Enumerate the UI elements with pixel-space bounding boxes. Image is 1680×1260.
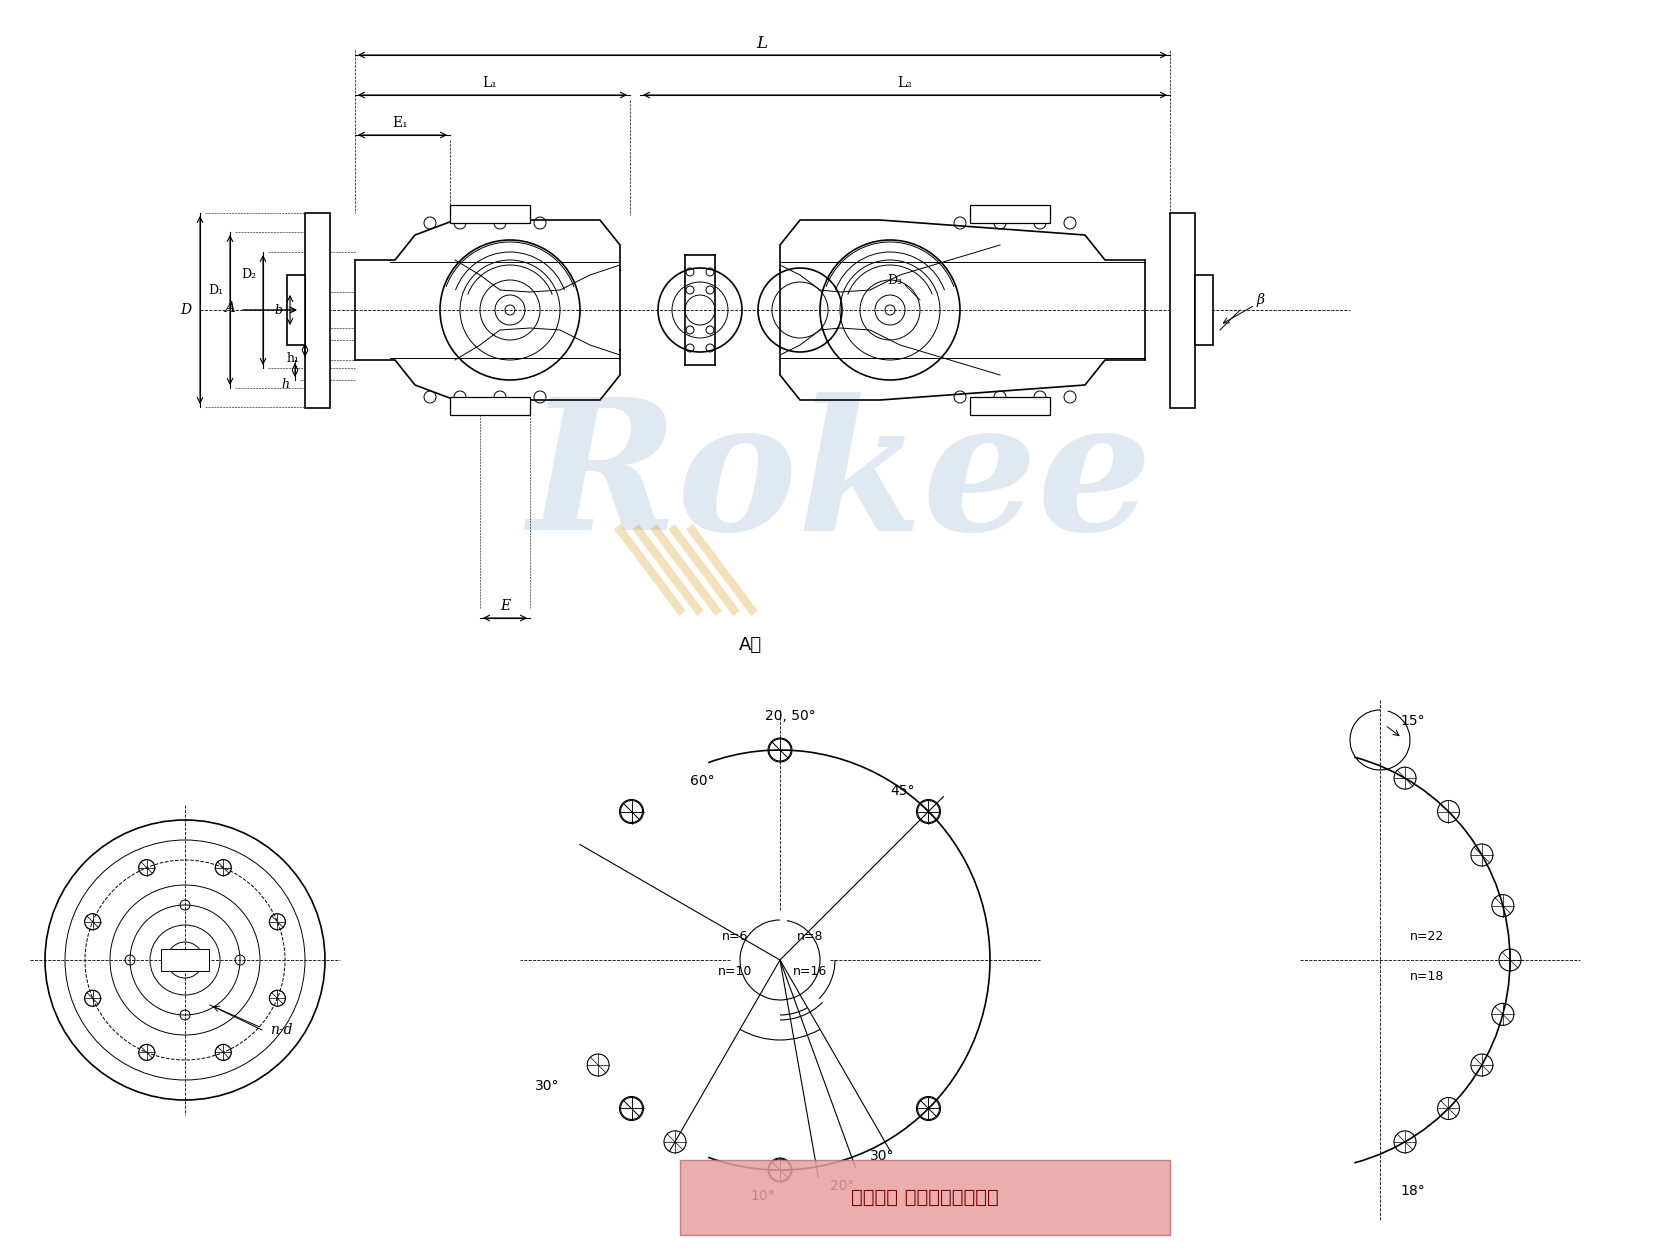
Text: D₂: D₂	[242, 268, 257, 281]
Text: 18°: 18°	[1399, 1184, 1425, 1198]
Bar	[287, 275, 306, 345]
Text: 30°: 30°	[534, 1079, 559, 1092]
Text: L: L	[756, 34, 768, 52]
Text: E: E	[501, 598, 511, 614]
Text: D₁: D₁	[208, 284, 223, 296]
Text: Rokee: Rokee	[528, 392, 1152, 568]
Text: 45°: 45°	[890, 784, 914, 798]
Bar	[969, 397, 1050, 415]
Bar	[1194, 275, 1213, 345]
Text: n-d: n-d	[270, 1023, 292, 1037]
Text: n=18: n=18	[1410, 970, 1445, 983]
Text: h: h	[281, 378, 289, 392]
Bar	[450, 397, 529, 415]
Text: 20, 50°: 20, 50°	[764, 709, 815, 723]
Text: L₂: L₂	[897, 76, 912, 89]
Text: 版权所有 侵权必被严厉追究: 版权所有 侵权必被严厉追究	[852, 1187, 1000, 1207]
Text: 30°: 30°	[870, 1149, 894, 1163]
Text: n=6: n=6	[722, 930, 748, 942]
Text: n=8: n=8	[796, 930, 823, 942]
FancyBboxPatch shape	[680, 1160, 1169, 1235]
Text: h₁: h₁	[287, 352, 299, 364]
Bar	[1169, 213, 1194, 408]
Text: L₁: L₁	[482, 76, 497, 89]
Text: β: β	[1257, 294, 1263, 307]
Bar	[161, 949, 208, 971]
Text: n=10: n=10	[717, 965, 753, 978]
Text: D₃: D₃	[887, 273, 902, 286]
Bar	[450, 205, 529, 223]
Text: 20°: 20°	[830, 1179, 855, 1193]
Text: D: D	[180, 302, 192, 318]
Text: 60°: 60°	[690, 774, 714, 788]
Text: 15°: 15°	[1399, 714, 1425, 728]
Text: E₁: E₁	[391, 116, 408, 130]
Text: n=16: n=16	[793, 965, 827, 978]
Text: A: A	[225, 301, 235, 315]
Bar	[969, 205, 1050, 223]
Bar	[306, 213, 329, 408]
Text: n=22: n=22	[1410, 930, 1445, 942]
Text: b: b	[274, 304, 282, 316]
Text: A向: A向	[739, 636, 761, 654]
Text: 10°: 10°	[749, 1189, 774, 1203]
